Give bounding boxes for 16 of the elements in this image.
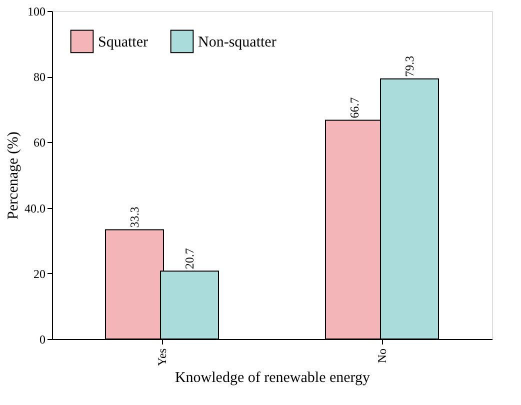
- data-label: 20.7: [182, 248, 196, 270]
- y-axis-title: Percenage (%): [6, 132, 22, 220]
- x-tick-label: No: [375, 348, 389, 364]
- legend-label: Non-squatter: [198, 34, 276, 50]
- y-tick-label: 80: [34, 70, 46, 84]
- data-label: 79.3: [402, 56, 416, 77]
- y-tick-label: 20: [34, 266, 46, 281]
- x-tick-label: Yes: [155, 348, 169, 366]
- x-axis-title: Knowledge of renewable energy: [174, 370, 371, 386]
- legend-label: Squatter: [98, 34, 148, 50]
- data-label: 66.7: [348, 97, 362, 118]
- y-tick-label: 100: [28, 4, 46, 18]
- y-tick-label: 40.0: [24, 201, 46, 216]
- data-label: 33.3: [128, 206, 142, 228]
- y-tick-label: 0: [40, 332, 46, 346]
- y-tick-label: 60: [34, 136, 46, 150]
